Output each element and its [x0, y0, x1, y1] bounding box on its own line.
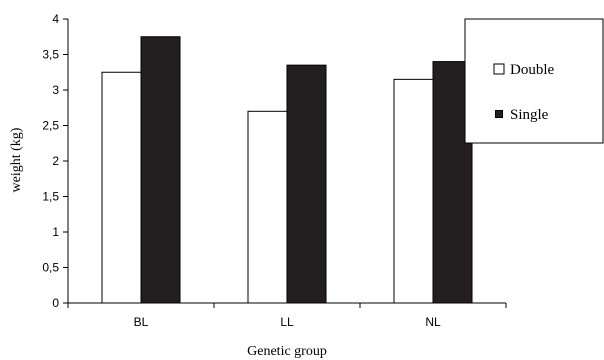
legend-swatch-single	[495, 110, 503, 118]
legend-label-double: Double	[510, 62, 555, 78]
y-tick-label: 2	[52, 154, 59, 168]
bar-single-ll	[286, 64, 327, 304]
x-tick-label: BL	[134, 315, 149, 329]
y-tick-label: 0,5	[42, 261, 59, 275]
legend-box	[464, 18, 604, 144]
y-axis-title: weight (kg)	[9, 127, 24, 192]
y-tick-label: 1	[52, 225, 59, 239]
x-axis-title: Genetic group	[247, 344, 327, 359]
y-tick-label: 3	[52, 83, 59, 97]
legend: Double Single	[464, 18, 604, 144]
bar-double-bl	[101, 71, 142, 304]
y-tick-label: 1,5	[42, 190, 59, 204]
legend-label-single: Single	[510, 107, 549, 123]
legend-swatch-double	[493, 63, 505, 75]
x-tick-label: LL	[280, 315, 294, 329]
y-axis-ticks: 0 0,5 1 1,5 2 2,5 3 3,5 4	[42, 12, 68, 310]
bar-double-ll	[247, 110, 288, 304]
bar-single-bl	[140, 36, 181, 304]
y-tick-label: 0	[52, 296, 59, 310]
x-tick-label: NL	[425, 315, 441, 329]
y-tick-label: 2,5	[42, 119, 59, 133]
bar-double-nl	[393, 78, 434, 304]
y-tick-label: 4	[52, 12, 59, 26]
x-axis-ticks: BL LL NL	[67, 303, 507, 329]
y-tick-label: 3,5	[42, 48, 59, 62]
plot-area	[101, 36, 473, 304]
